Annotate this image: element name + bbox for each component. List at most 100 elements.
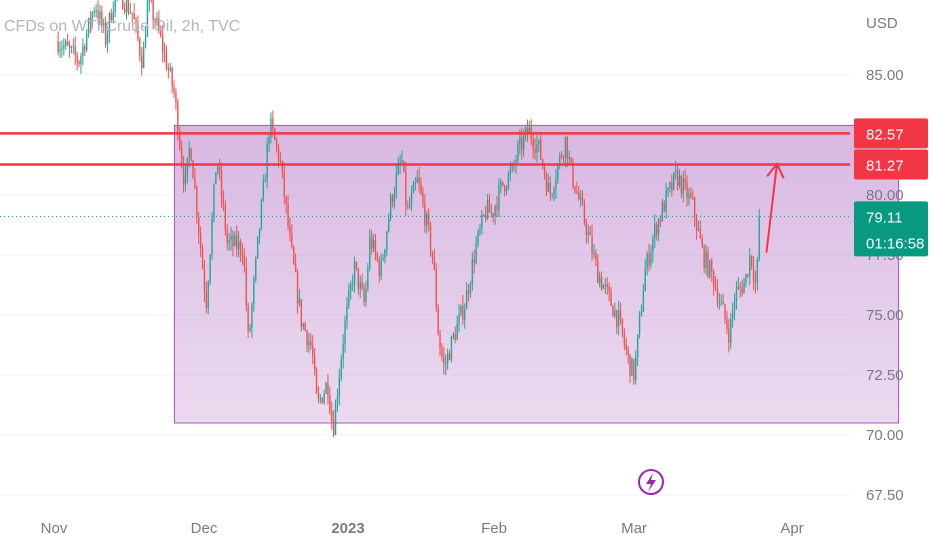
candle-body [688,193,690,199]
candle-body [141,55,143,69]
candle-body [255,257,257,280]
current-price-value: 79.11 [866,209,902,226]
candle-body [642,291,645,312]
candle-body [351,283,354,285]
candle-body [458,313,460,324]
candle-body [91,12,94,24]
candle-body [367,268,369,289]
candle-body [604,284,607,286]
candle-body [648,253,650,265]
candle-body [422,193,424,204]
candle-body [560,155,563,158]
candle-body [576,192,578,194]
arrow-shaft[interactable] [765,163,778,253]
current-price-badge[interactable] [854,201,928,257]
candle-body [63,45,65,49]
candle-body [574,186,576,193]
candle-body [543,166,546,176]
range-box[interactable] [173,124,900,424]
candle-body [602,285,605,289]
candle-body [106,33,109,45]
candle-body [540,139,542,160]
candles [57,0,760,438]
x-tick-label: Feb [481,520,507,537]
candle-body [68,45,71,48]
candle-body [492,213,494,216]
candle-body [331,411,333,421]
candle-body [625,344,627,350]
candle-body [97,10,99,19]
candle-body [526,127,529,134]
candle-body [236,235,238,250]
candle-body [190,149,192,161]
candle-body [509,169,512,174]
arrow-head[interactable] [766,161,785,179]
candle-body [376,253,379,261]
lightning-icon[interactable] [638,469,664,495]
candle-body [281,161,284,171]
x-tick-label: Mar [621,520,647,537]
candle-body [315,368,318,394]
candle-body [469,284,472,294]
candle-body [616,309,618,327]
candle-body [659,219,662,221]
candle-body [76,55,78,62]
candle-body [750,255,753,266]
candle-body [445,363,447,365]
candle-body [420,183,422,194]
level-lines [0,132,850,217]
candle-body [581,197,584,204]
candle-body [589,231,591,236]
candle-body [57,41,59,53]
candle-body [716,288,719,303]
candle-body [357,268,360,289]
candle-body [378,260,380,276]
candle-body [758,216,760,259]
candle-body [296,271,299,304]
candle-body [169,68,171,71]
candle-body [156,18,158,23]
chart-title: CFDs on WTI Crude Oil, 2h, TVC [4,18,241,35]
candle-body [304,323,306,331]
candle-body [714,286,717,289]
candle-body [697,228,700,231]
candle-body [180,147,183,164]
x-tick-label: Apr [780,520,803,537]
candle-body [302,323,304,327]
candle-body [66,41,69,46]
candle-body [127,0,130,13]
candle-body [253,279,255,305]
candle-body [439,334,441,350]
candle-body [306,330,308,346]
candle-body [747,274,749,277]
candle-body [429,224,432,252]
candle-body [129,12,132,14]
candle-body [95,10,97,12]
candle-body [699,228,702,239]
candle-body [502,181,504,186]
candle-body [545,175,548,192]
candle-body [163,51,166,53]
candle-body [597,260,599,284]
candle-body [623,333,626,345]
candle-body [205,291,208,308]
candle-body [500,181,502,186]
price-badges: 82.57 81.27 79.11 01:16:58 [854,118,928,257]
candle-body [655,224,658,235]
candle-body [370,237,373,249]
candle-body [313,355,316,369]
candle-body [614,309,616,317]
candle-body [511,163,513,170]
candle-body [579,197,582,200]
candle-body [237,241,240,250]
candle-body [661,202,664,221]
candle-body [215,172,217,185]
candle-body [188,149,190,158]
candle-body [161,35,164,52]
candle-body [578,192,580,200]
candle-body [541,159,544,167]
candle-body [433,257,436,270]
